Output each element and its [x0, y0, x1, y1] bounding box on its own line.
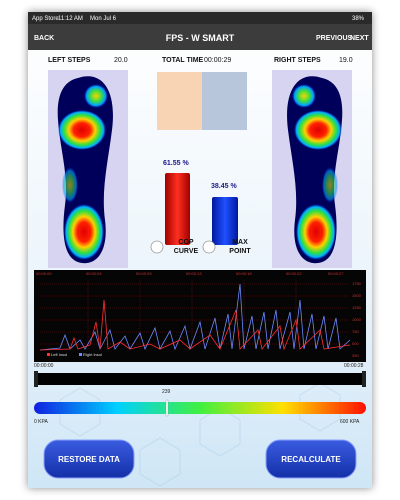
- right-percent: 38.45 %: [211, 183, 237, 190]
- nav-bar: [28, 24, 372, 50]
- scale-value: 239: [162, 389, 171, 395]
- time-label: 00:00:27: [328, 271, 344, 276]
- axis-label: 1250: [352, 305, 361, 310]
- chart-panel: [34, 270, 366, 362]
- legend-swatch-right: [79, 353, 82, 356]
- right-balance-bar: [212, 197, 238, 245]
- scale-min: 0 KPA: [34, 419, 48, 425]
- total-time-value: 00:00:29: [204, 57, 232, 64]
- scale-max: 600 KPA: [340, 419, 360, 425]
- legend-left: Left Insol: [51, 352, 68, 357]
- right-steps-label: RIGHT STEPS: [274, 57, 321, 64]
- left-balance-bar: [165, 173, 190, 245]
- left-insole-line: [39, 299, 351, 351]
- legend-right: Right Insol: [83, 352, 102, 357]
- back-button[interactable]: BACK: [34, 35, 55, 42]
- time-label: 00:00:00: [36, 271, 52, 276]
- previous-button[interactable]: PREVIOUS: [316, 35, 353, 42]
- axis-label: 750: [352, 329, 359, 334]
- date: Mon Jul 6: [90, 16, 117, 22]
- total-time-label: TOTAL TIME: [162, 57, 204, 64]
- timeline-slider[interactable]: [34, 373, 366, 385]
- right-steps-value: 19.0: [339, 57, 353, 64]
- right-color-box: [202, 72, 247, 130]
- scale-marker[interactable]: [165, 399, 169, 417]
- left-steps-label: LEFT STEPS: [48, 57, 91, 64]
- time-label: 00:00:22: [286, 271, 302, 276]
- restore-button-bg[interactable]: [43, 439, 135, 479]
- axis-label: 1000: [352, 317, 361, 322]
- left-steps-value: 20.0: [114, 57, 128, 64]
- cop-curve-label: COP CURVE: [173, 239, 199, 255]
- timeline-end-handle[interactable]: [362, 371, 366, 387]
- max-point-label: MAX POINT: [229, 239, 251, 255]
- hex-pattern: [59, 382, 341, 487]
- pressure-scale-bar: [34, 402, 366, 414]
- right-insole-line: [39, 283, 351, 351]
- restore-data-button[interactable]: RESTORE DATA: [58, 454, 120, 464]
- app-title: FPS - W SMART: [165, 33, 235, 43]
- chart-grid: [40, 280, 350, 350]
- time-label: 00:00:04: [86, 271, 102, 276]
- axis-label: 250: [352, 353, 359, 358]
- timeline-end: 00:00:28: [344, 363, 364, 369]
- right-foot-heatmap: [272, 70, 352, 268]
- status-bar: [28, 12, 372, 24]
- tablet-screen: App Store 11:12 AM Mon Jul 6 38% BACK FP…: [28, 12, 372, 488]
- battery: 38%: [351, 16, 364, 22]
- axis-label: 1750: [352, 281, 361, 286]
- time-label: 00:00:09: [136, 271, 152, 276]
- time-label: 00:00:13: [186, 271, 202, 276]
- timeline-start-handle[interactable]: [34, 371, 38, 387]
- graphics: [28, 12, 372, 487]
- axis-label: 500: [352, 341, 359, 346]
- left-color-box: [157, 72, 202, 130]
- cop-curve-toggle[interactable]: [150, 240, 164, 254]
- max-point-toggle[interactable]: [202, 240, 216, 254]
- recalculate-button[interactable]: RECALCULATE: [281, 454, 341, 464]
- clock: 11:12 AM: [58, 16, 83, 22]
- time-label: 00:00:18: [236, 271, 252, 276]
- legend-swatch-left: [47, 353, 50, 356]
- next-button[interactable]: NEXT: [350, 35, 369, 42]
- left-foot-heatmap: [48, 70, 128, 268]
- timeline-start: 00:00:00: [34, 363, 54, 369]
- axis-label: 1500: [352, 293, 361, 298]
- left-percent: 61.55 %: [163, 160, 189, 167]
- carrier: App Store: [32, 16, 59, 22]
- recalculate-button-bg[interactable]: [265, 439, 357, 479]
